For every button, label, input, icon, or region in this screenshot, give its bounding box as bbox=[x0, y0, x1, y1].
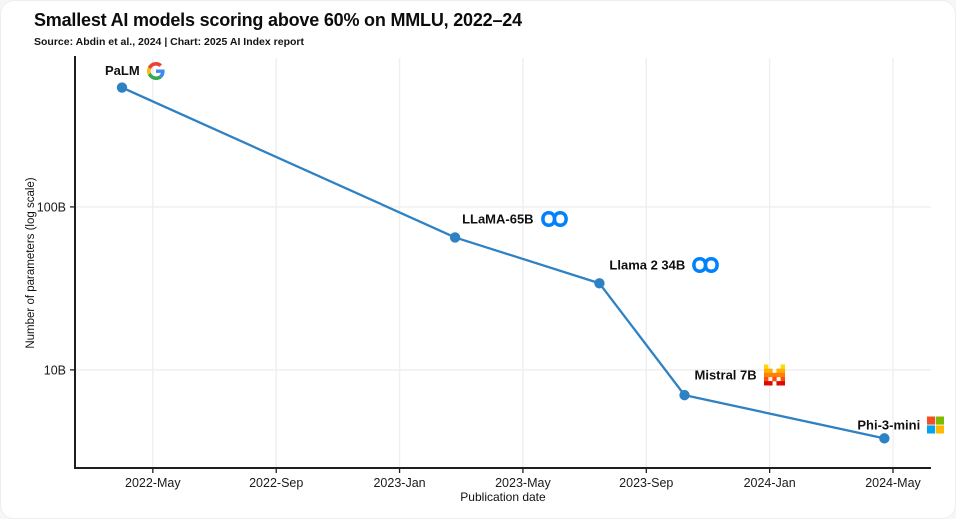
model-name: Mistral 7B bbox=[694, 367, 757, 383]
x-axis-title: Publication date bbox=[460, 490, 546, 504]
chart-source-caption: Source: Abdin et al., 2024 | Chart: 2025… bbox=[34, 36, 304, 48]
x-tick-label: 2022-Sep bbox=[249, 476, 303, 490]
data-point-marker bbox=[116, 82, 128, 93]
y-tick-label: 10B bbox=[44, 363, 66, 377]
model-name: LLaMA-65B bbox=[462, 211, 534, 227]
point-label: PaLM bbox=[105, 61, 165, 80]
model-name: PaLM bbox=[105, 63, 140, 79]
x-tick-label: 2024-Jan bbox=[744, 476, 796, 490]
data-point-marker bbox=[879, 433, 890, 444]
point-label: Mistral 7B bbox=[694, 364, 785, 386]
y-tick-label: 100B bbox=[37, 200, 66, 214]
page-title: Smallest AI models scoring above 60% on … bbox=[34, 10, 522, 30]
point-label: Phi-3-mini bbox=[857, 416, 945, 434]
data-point-marker bbox=[679, 389, 690, 401]
x-tick-label: 2023-Sep bbox=[619, 476, 673, 490]
point-label: Llama 2 34B bbox=[609, 257, 720, 274]
model-name: Llama 2 34B bbox=[609, 257, 686, 273]
mistral-icon bbox=[763, 364, 785, 386]
y-axis-title: Number of parameters (log scale) bbox=[25, 177, 37, 349]
meta-icon bbox=[692, 257, 720, 274]
data-point-marker bbox=[449, 232, 461, 243]
point-label: LLaMA-65B bbox=[462, 211, 568, 228]
model-name: Phi-3-mini bbox=[857, 417, 921, 433]
x-tick-label: 2023-May bbox=[495, 476, 551, 490]
data-point-marker bbox=[594, 278, 605, 289]
x-tick-label: 2024-May bbox=[865, 476, 921, 490]
x-tick-label: 2023-Jan bbox=[373, 476, 425, 490]
meta-icon bbox=[540, 211, 568, 228]
google-icon bbox=[146, 61, 165, 80]
x-tick-label: 2022-May bbox=[125, 476, 181, 490]
microsoft-icon bbox=[927, 416, 945, 434]
